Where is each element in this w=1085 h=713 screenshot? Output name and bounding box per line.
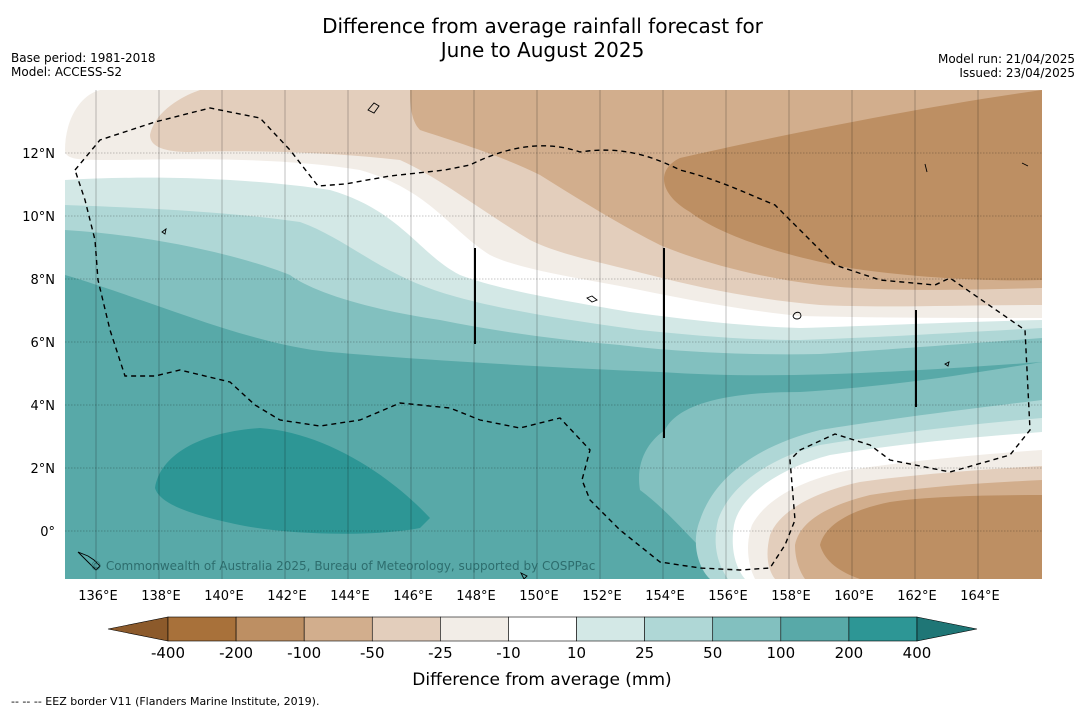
title-line-2: June to August 2025 (440, 38, 645, 62)
rainfall-map (65, 90, 1042, 579)
lon-label: 148°E (456, 589, 496, 604)
boundary-lines (474, 248, 917, 438)
lat-label: 2°N (31, 462, 56, 477)
lon-label: 152°E (582, 589, 622, 604)
colorbar-cell (167, 616, 237, 642)
colorbar-cell (235, 616, 305, 642)
colorbar-tick-label: -100 (287, 644, 321, 662)
lon-label: 162°E (897, 589, 937, 604)
meta-right: Model run: 21/04/2025 Issued: 23/04/2025 (938, 52, 1075, 80)
colorbar-tick-label: 400 (903, 644, 932, 662)
colorbar-tick-label: -200 (219, 644, 253, 662)
band-minus-100-200 (663, 90, 1042, 579)
lon-label: 164°E (960, 589, 1000, 604)
eez-footnote: -- -- -- EEZ border V11 (Flanders Marine… (11, 695, 320, 708)
colorbar-cells (167, 616, 918, 642)
colorbar-cell (644, 616, 714, 642)
model-name: Model: ACCESS-S2 (11, 65, 123, 79)
lon-label: 140°E (204, 589, 244, 604)
title-line-1: Difference from average rainfall forecas… (322, 14, 763, 38)
lon-label: 154°E (645, 589, 685, 604)
colorbar-tick-label: 100 (766, 644, 795, 662)
colorbar-tick-label: -400 (151, 644, 185, 662)
meta-left: Base period: 1981-2018 Model: ACCESS-S2 (11, 51, 156, 79)
lat-label: 10°N (22, 210, 55, 225)
colorbar-cell (508, 616, 577, 642)
colorbar-cell (780, 616, 850, 642)
colorbar-tick-label: -25 (428, 644, 453, 662)
colorbar-cell (303, 616, 373, 642)
lon-labels: 136°E 138°E 140°E 142°E 144°E 146°E 148°… (78, 589, 1000, 604)
copyright-text: © Commonwealth of Australia 2025, Bureau… (90, 559, 595, 573)
lat-labels: 12°N 10°N 8°N 6°N 4°N 2°N 0° (22, 147, 55, 540)
islands (77, 102, 1029, 579)
lon-label: 160°E (834, 589, 874, 604)
colorbar-cell (371, 616, 441, 642)
lon-label: 144°E (330, 589, 370, 604)
colorbar-under-arrow (107, 616, 169, 642)
lat-label: 6°N (31, 336, 56, 351)
model-run: Model run: 21/04/2025 (937, 52, 1075, 66)
lon-label: 158°E (771, 589, 811, 604)
colorbar-tick-label: 10 (567, 644, 586, 662)
colorbar-tick-label: -50 (360, 644, 385, 662)
colorbar-cell (848, 616, 918, 642)
lon-label: 142°E (267, 589, 307, 604)
lat-label: 8°N (31, 273, 56, 288)
lon-label: 136°E (78, 589, 118, 604)
colorbar-cell (712, 616, 782, 642)
lat-label: 12°N (22, 147, 55, 162)
chart-title: Difference from average rainfall forecas… (0, 14, 1085, 62)
graticule (65, 152, 1042, 532)
lat-label: 4°N (31, 399, 56, 414)
colorbar-legend: -400 -200 -100 -50 -25 -10 10 25 50 100 200 400 Dif… (107, 616, 978, 690)
lon-label: 146°E (393, 589, 433, 604)
colorbar-cell (576, 616, 645, 642)
base-period: Base period: 1981-2018 (11, 51, 156, 65)
colorbar-tick-label: 200 (835, 644, 864, 662)
colorbar-ticks: -400 -200 -100 -50 -25 -10 10 25 50 100 200 400 (151, 644, 931, 662)
legend-title: Difference from average (mm) (412, 670, 671, 690)
colorbar-tick-label: -10 (496, 644, 521, 662)
colorbar-cell (440, 616, 509, 642)
colorbar-tick-label: 25 (635, 644, 654, 662)
eez-border (74, 107, 1031, 571)
lon-label: 150°E (519, 589, 559, 604)
issued-date: Issued: 23/04/2025 (959, 66, 1075, 80)
colorbar-tick-label: 50 (703, 644, 722, 662)
lat-label: 0° (40, 525, 55, 540)
lon-label: 138°E (141, 589, 181, 604)
colorbar-over-arrow (916, 616, 978, 642)
lon-label: 156°E (708, 589, 748, 604)
